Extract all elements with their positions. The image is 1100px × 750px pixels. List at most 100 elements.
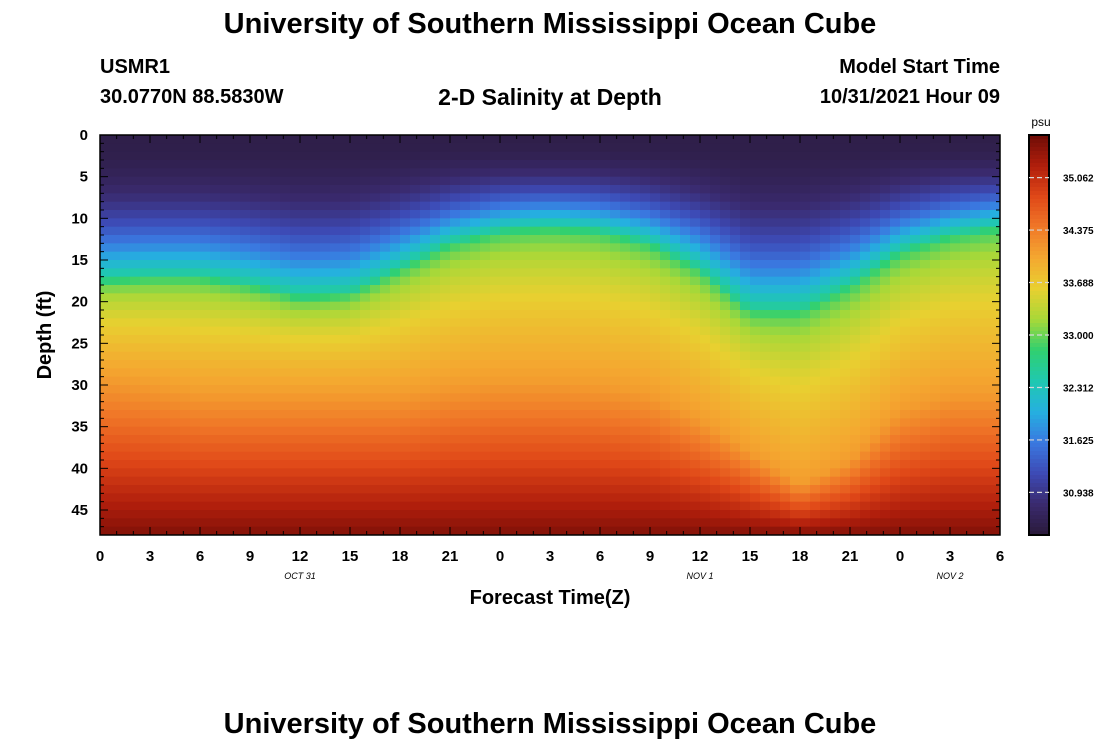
heatmap-cell bbox=[930, 176, 941, 186]
heatmap-cell bbox=[590, 268, 601, 278]
heatmap-cell bbox=[900, 418, 911, 428]
heatmap-cell bbox=[700, 243, 711, 253]
heatmap-cell bbox=[640, 218, 651, 228]
heatmap-cell bbox=[640, 426, 651, 436]
heatmap-cell bbox=[110, 368, 121, 378]
colorbar-segment bbox=[1029, 495, 1049, 500]
heatmap-cell bbox=[140, 476, 151, 486]
heatmap-cell bbox=[890, 451, 901, 461]
heatmap-cell bbox=[650, 335, 661, 344]
heatmap-cell bbox=[570, 393, 581, 403]
heatmap-cell bbox=[970, 193, 981, 203]
heatmap-cell bbox=[490, 276, 501, 286]
heatmap-cell bbox=[310, 385, 321, 394]
heatmap-cell bbox=[780, 510, 791, 519]
heatmap-cell bbox=[920, 285, 931, 294]
heatmap-cell bbox=[850, 418, 861, 428]
heatmap-cell bbox=[720, 401, 731, 411]
heatmap-cell bbox=[940, 268, 951, 278]
heatmap-cell bbox=[480, 326, 491, 336]
heatmap-cell bbox=[880, 143, 891, 153]
heatmap-cell bbox=[830, 368, 841, 378]
heatmap-cell bbox=[710, 310, 721, 319]
heatmap-cell bbox=[680, 493, 691, 503]
heatmap-cell bbox=[630, 185, 641, 194]
heatmap-cell bbox=[860, 401, 871, 411]
heatmap-cell bbox=[350, 243, 361, 253]
heatmap-cell bbox=[170, 268, 181, 278]
heatmap-cell bbox=[150, 218, 161, 228]
heatmap-cell bbox=[310, 476, 321, 486]
heatmap-cell bbox=[140, 451, 151, 461]
heatmap-cell bbox=[860, 251, 871, 261]
heatmap-cell bbox=[610, 201, 621, 211]
heatmap-cell bbox=[170, 301, 181, 311]
heatmap-cell bbox=[240, 210, 251, 219]
heatmap-cell bbox=[130, 193, 141, 203]
heatmap-cell bbox=[840, 501, 851, 511]
heatmap-cell bbox=[320, 143, 331, 153]
heatmap-cell bbox=[900, 210, 911, 219]
heatmap-cell bbox=[430, 235, 441, 244]
heatmap-cell bbox=[400, 235, 411, 244]
heatmap-cell bbox=[980, 318, 991, 328]
heatmap-cell bbox=[980, 360, 991, 369]
heatmap-cell bbox=[980, 210, 991, 219]
heatmap-cell bbox=[330, 243, 341, 253]
heatmap-cell bbox=[560, 426, 571, 436]
heatmap-cell bbox=[220, 310, 231, 319]
heatmap-cell bbox=[400, 268, 411, 278]
heatmap-cell bbox=[900, 376, 911, 386]
heatmap-cell bbox=[310, 251, 321, 261]
heatmap-cell bbox=[460, 268, 471, 278]
heatmap-cell bbox=[810, 268, 821, 278]
heatmap-cell bbox=[260, 151, 271, 161]
heatmap-cell bbox=[380, 385, 391, 394]
heatmap-cell bbox=[950, 518, 961, 528]
heatmap-cell bbox=[690, 243, 701, 253]
heatmap-cell bbox=[690, 485, 701, 494]
heatmap-cell bbox=[510, 218, 521, 228]
heatmap-cell bbox=[970, 418, 981, 428]
heatmap-cell bbox=[240, 376, 251, 386]
heatmap-cell bbox=[750, 210, 761, 219]
heatmap-cell bbox=[230, 351, 241, 361]
heatmap-cell bbox=[740, 343, 751, 353]
heatmap-cell bbox=[150, 226, 161, 236]
heatmap-cell bbox=[710, 451, 721, 461]
heatmap-cell bbox=[290, 193, 301, 203]
heatmap-cell bbox=[550, 260, 561, 269]
heatmap-cell bbox=[470, 335, 481, 344]
heatmap-cell bbox=[130, 493, 141, 503]
heatmap-cell bbox=[270, 218, 281, 228]
heatmap-cell bbox=[450, 318, 461, 328]
heatmap-cell bbox=[720, 135, 731, 144]
heatmap-cell bbox=[950, 335, 961, 344]
heatmap-cell bbox=[890, 343, 901, 353]
colorbar-segment bbox=[1029, 531, 1049, 536]
heatmap-cell bbox=[440, 301, 451, 311]
heatmap-cell bbox=[800, 285, 811, 294]
heatmap-cell bbox=[120, 218, 131, 228]
heatmap-cell bbox=[440, 435, 451, 444]
x-tick-label: 0 bbox=[496, 548, 504, 565]
heatmap-cell bbox=[910, 293, 921, 303]
colorbar-segment bbox=[1029, 287, 1049, 292]
heatmap-cell bbox=[580, 451, 591, 461]
heatmap-cell bbox=[510, 160, 521, 169]
heatmap-cell bbox=[550, 143, 561, 153]
heatmap-cell bbox=[770, 443, 781, 453]
heatmap-cell bbox=[200, 135, 211, 144]
heatmap-cell bbox=[980, 310, 991, 319]
heatmap-cell bbox=[850, 410, 861, 419]
heatmap-cell bbox=[230, 268, 241, 278]
heatmap-cell bbox=[780, 376, 791, 386]
heatmap-cell bbox=[420, 501, 431, 511]
heatmap-cell bbox=[480, 426, 491, 436]
heatmap-cell bbox=[620, 151, 631, 161]
heatmap-cell bbox=[670, 468, 681, 478]
heatmap-cell bbox=[280, 418, 291, 428]
heatmap-cell bbox=[410, 443, 421, 453]
heatmap-cell bbox=[410, 143, 421, 153]
heatmap-cell bbox=[210, 160, 221, 169]
